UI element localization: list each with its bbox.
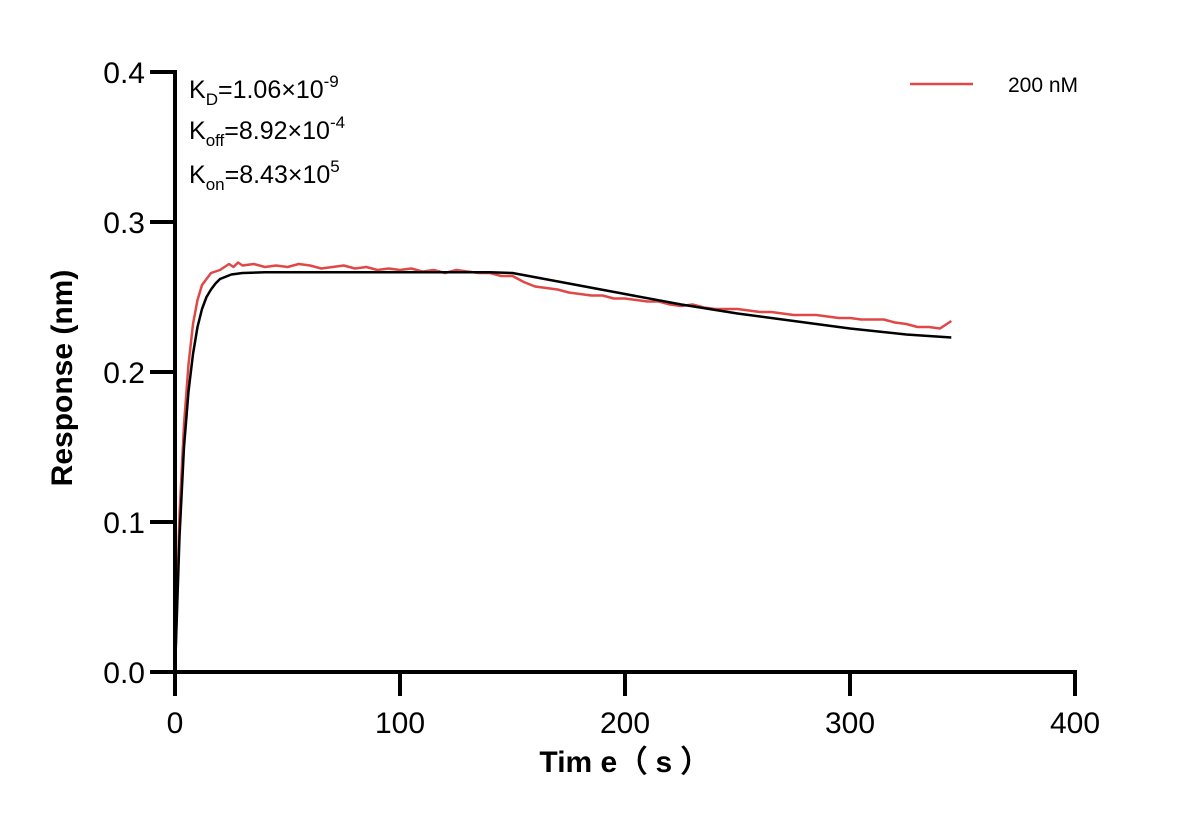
y-tick-label: 0.1 bbox=[103, 507, 145, 540]
x-tick-label: 400 bbox=[1050, 707, 1100, 740]
koff-annotation: Koff=8.92×10-4 bbox=[189, 113, 345, 150]
legend-label-200nm: 200 nM bbox=[1008, 74, 1078, 97]
y-axis-title: Response (nm) bbox=[46, 270, 79, 487]
plot-area bbox=[173, 261, 952, 673]
y-tick-label: 0.0 bbox=[103, 657, 145, 690]
y-tick-label: 0.4 bbox=[103, 57, 145, 90]
kon-annotation: Kon=8.43×105 bbox=[189, 157, 340, 194]
kinetic-annotations: KD=1.06×10-9 Koff=8.92×10-4 Kon=8.43×105 bbox=[189, 72, 345, 194]
x-tick-label: 200 bbox=[600, 707, 650, 740]
kd-annotation: KD=1.06×10-9 bbox=[189, 72, 339, 109]
x-tick-label: 0 bbox=[167, 707, 184, 740]
x-axis-title: Tim e（ s ） bbox=[539, 745, 710, 779]
x-axis-ticks: 0 100 200 300 400 bbox=[167, 672, 1100, 740]
legend: 200 nM bbox=[910, 74, 1078, 97]
y-tick-label: 0.3 bbox=[103, 207, 145, 240]
series-200nm-line bbox=[173, 261, 952, 673]
y-tick-label: 0.2 bbox=[103, 357, 145, 390]
y-axis-ticks: 0.0 0.1 0.2 0.3 0.4 bbox=[103, 57, 175, 690]
fit-curve-line bbox=[173, 271, 952, 673]
x-tick-label: 100 bbox=[375, 707, 425, 740]
x-tick-label: 300 bbox=[825, 707, 875, 740]
